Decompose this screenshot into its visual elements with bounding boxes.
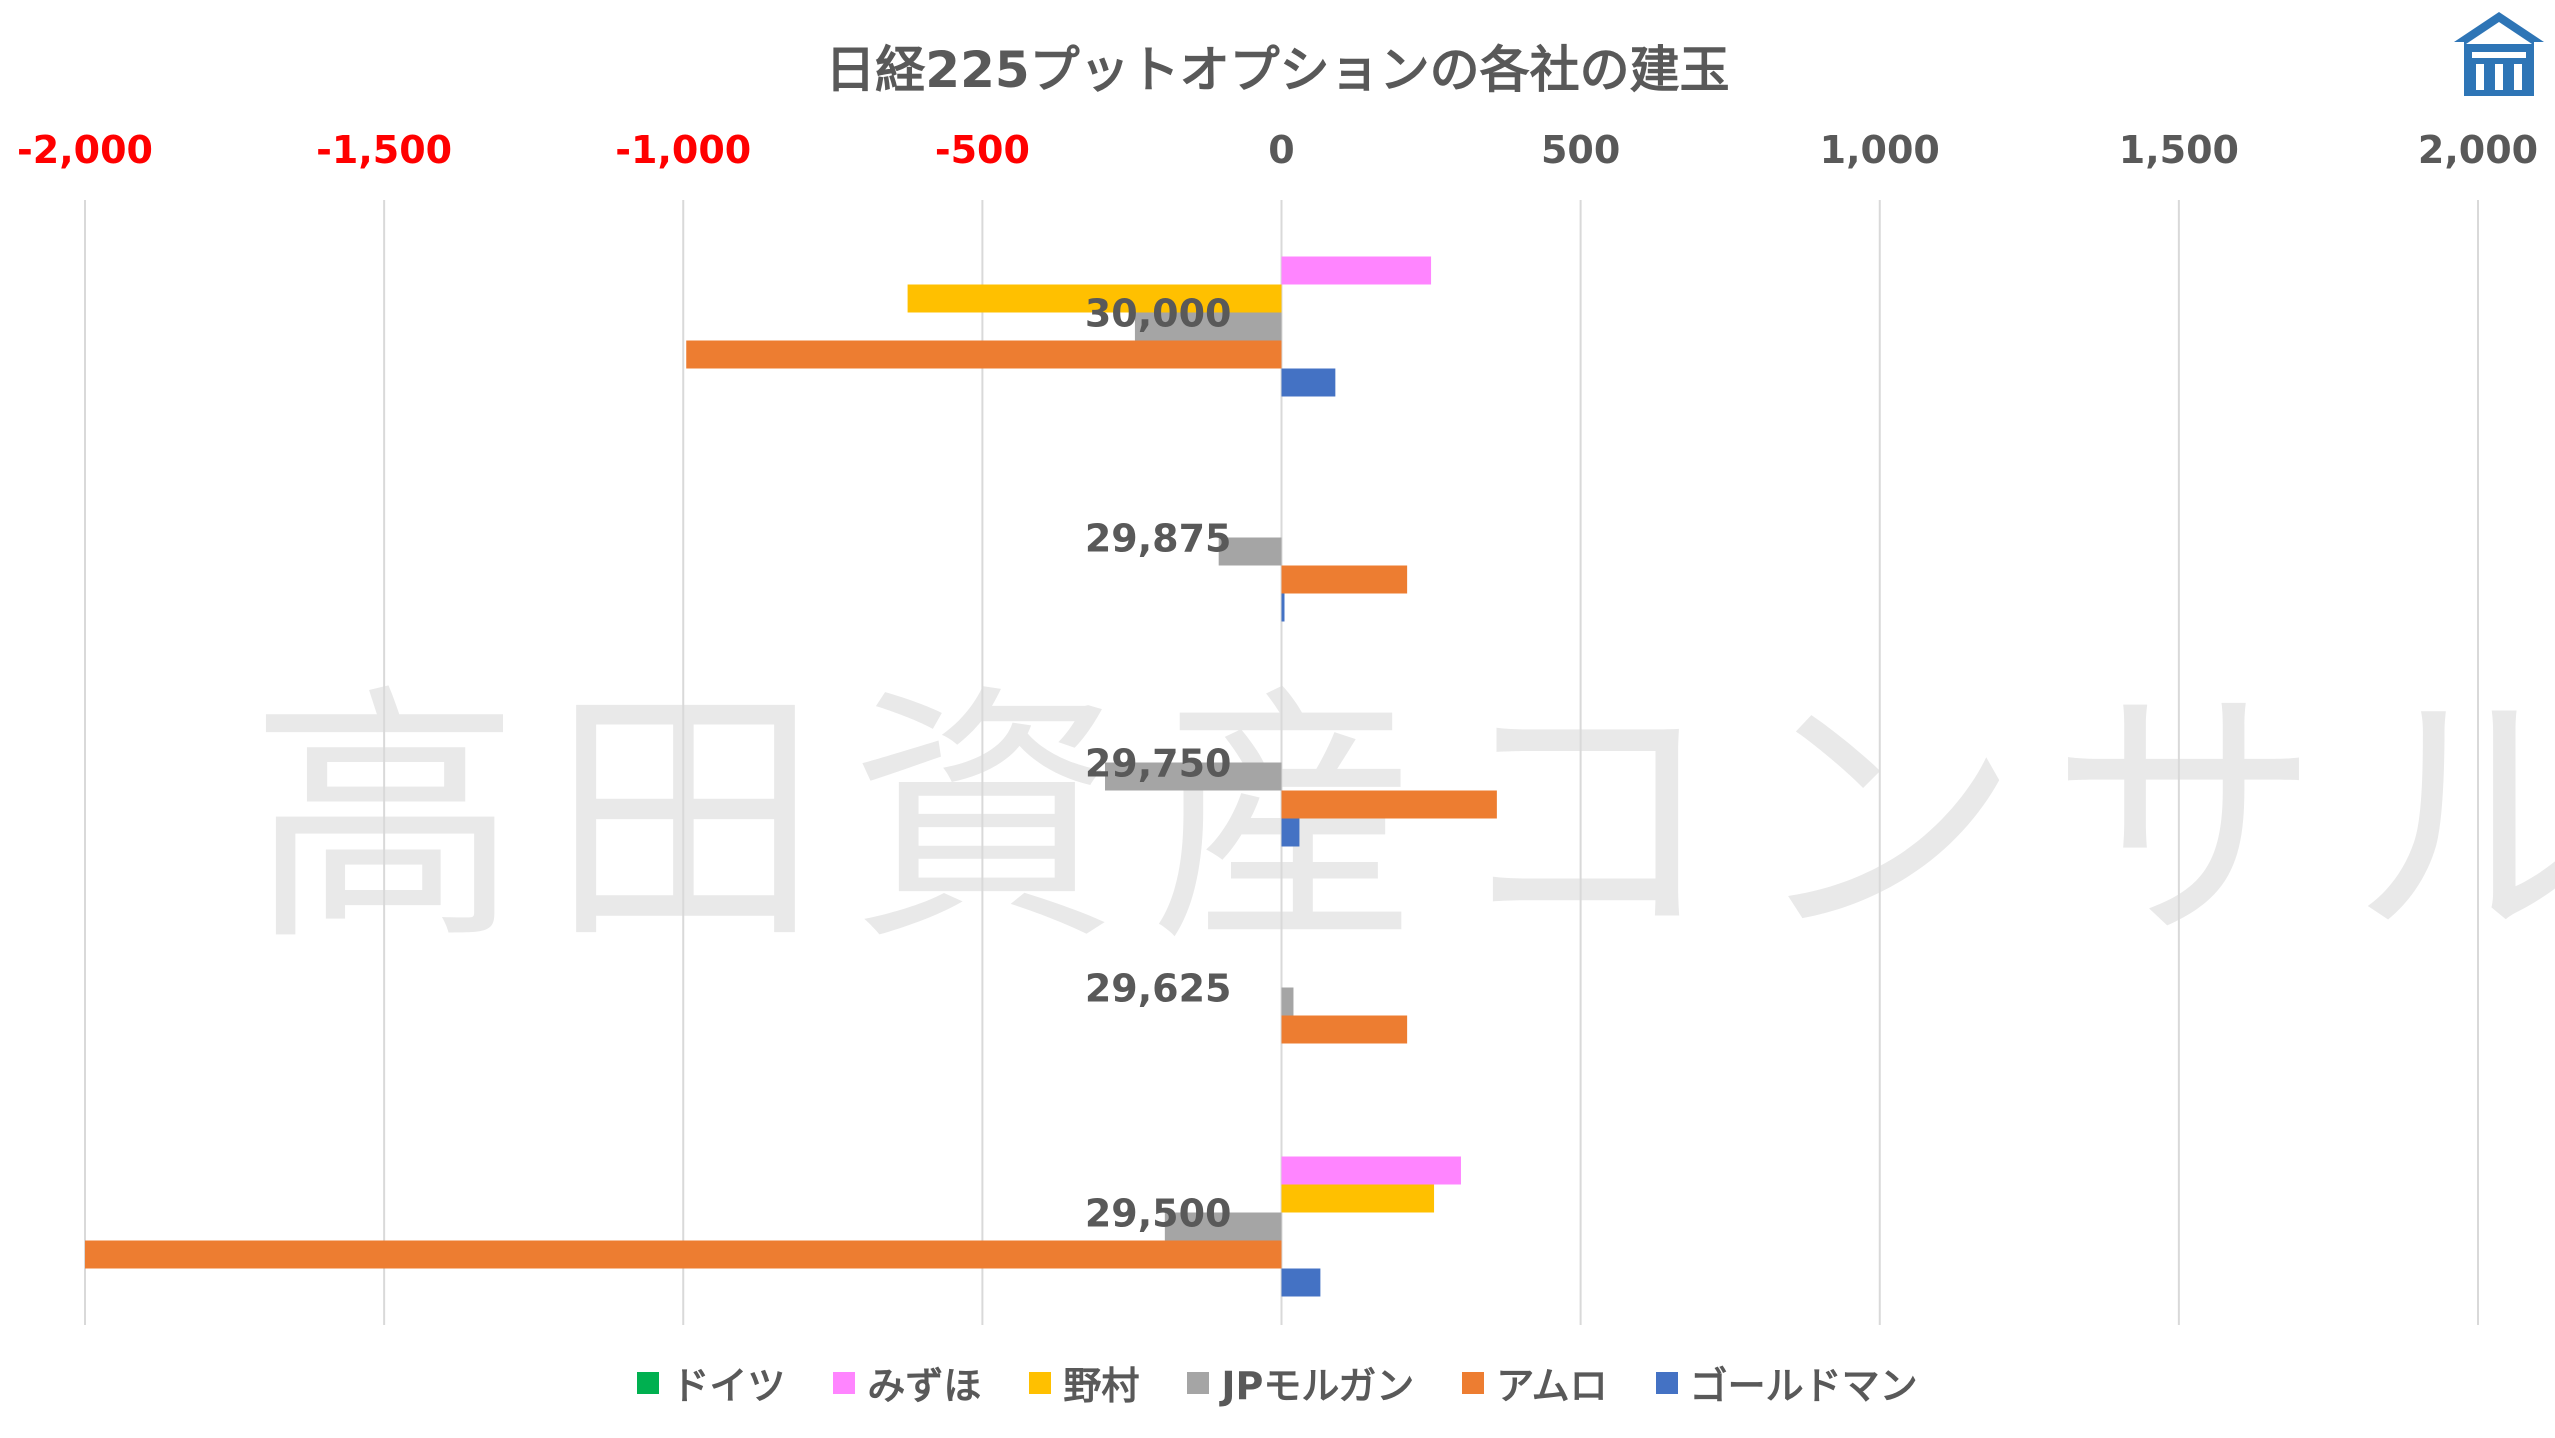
bar [1281,1268,1321,1297]
bar [1164,1212,1282,1241]
bar [1281,790,1497,819]
legend-label: ドイツ [671,1364,786,1408]
x-tick-label: -2,000 [17,128,153,172]
legend-swatch [637,1371,660,1394]
legend-label: 野村 [1063,1364,1140,1408]
bar [1281,1015,1408,1044]
x-tick-label: 2,000 [2418,128,2538,172]
legend: ドイツ みずほ 野村 JPモルガン アムロ ゴールドマン [0,1355,2555,1410]
x-tick-label: 0 [1268,128,1294,172]
bar [1218,537,1282,566]
legend-item: ドイツ [637,1355,785,1410]
bar [1281,1184,1435,1213]
legend-swatch [1655,1371,1678,1394]
x-tick-label: 1,000 [1820,128,1940,172]
legend-swatch [1029,1371,1052,1394]
legend-item: 野村 [1029,1355,1139,1410]
bar [85,1240,1282,1269]
x-tick-label: -500 [935,128,1030,172]
x-tick-label: 1,500 [2119,128,2239,172]
bar [1281,1156,1461,1185]
bar [686,340,1282,369]
bar [1281,256,1432,285]
bar [1281,593,1285,622]
company-logo-icon [2454,12,2544,96]
legend-label: みずほ [867,1364,982,1408]
bar [907,284,1282,313]
legend-item: JPモルガン [1187,1355,1414,1410]
bar [1281,368,1336,397]
bar [1281,565,1408,594]
category-label: 29,500 [1085,1192,1232,1236]
watermark: 高田資産コンサル [250,662,2555,977]
bar [1134,312,1282,341]
x-tick-label: -1,000 [615,128,751,172]
category-label: 30,000 [1085,292,1232,336]
legend-label: JPモルガン [1221,1364,1415,1408]
legend-item: アムロ [1462,1355,1608,1410]
bar [1281,987,1294,1016]
bar [1105,762,1282,791]
x-tick-label: -1,500 [316,128,452,172]
bar [1281,818,1300,847]
category-label: 29,750 [1085,742,1232,786]
legend-item: ゴールドマン [1655,1355,1918,1410]
chart-title: 日経225プットオプションの各社の建玉 [825,41,1730,99]
legend-swatch [1187,1371,1210,1394]
category-label: 29,625 [1085,967,1232,1011]
legend-label: ゴールドマン [1689,1364,1918,1408]
legend-item: みずほ [833,1355,981,1410]
legend-swatch [833,1371,856,1394]
legend-swatch [1462,1371,1485,1394]
legend-label: アムロ [1496,1364,1608,1408]
x-tick-label: 500 [1541,128,1620,172]
category-label: 29,875 [1085,517,1232,561]
